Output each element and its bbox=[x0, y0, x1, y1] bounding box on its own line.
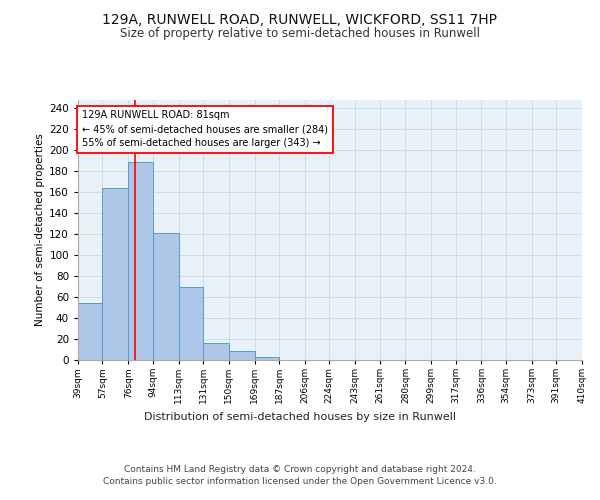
Bar bbox=[153, 233, 179, 360]
Y-axis label: Number of semi-detached properties: Number of semi-detached properties bbox=[35, 134, 45, 326]
Bar bbox=[103, 188, 128, 360]
Text: Distribution of semi-detached houses by size in Runwell: Distribution of semi-detached houses by … bbox=[144, 412, 456, 422]
Bar bbox=[254, 357, 279, 360]
Text: Size of property relative to semi-detached houses in Runwell: Size of property relative to semi-detach… bbox=[120, 28, 480, 40]
Text: 129A, RUNWELL ROAD, RUNWELL, WICKFORD, SS11 7HP: 129A, RUNWELL ROAD, RUNWELL, WICKFORD, S… bbox=[103, 12, 497, 26]
Bar bbox=[179, 286, 203, 360]
Bar bbox=[128, 162, 153, 360]
Text: Contains public sector information licensed under the Open Government Licence v3: Contains public sector information licen… bbox=[103, 478, 497, 486]
Bar bbox=[229, 350, 254, 360]
Text: 129A RUNWELL ROAD: 81sqm
← 45% of semi-detached houses are smaller (284)
55% of : 129A RUNWELL ROAD: 81sqm ← 45% of semi-d… bbox=[82, 110, 328, 148]
Text: Contains HM Land Registry data © Crown copyright and database right 2024.: Contains HM Land Registry data © Crown c… bbox=[124, 465, 476, 474]
Bar bbox=[78, 304, 103, 360]
Bar bbox=[203, 343, 229, 360]
